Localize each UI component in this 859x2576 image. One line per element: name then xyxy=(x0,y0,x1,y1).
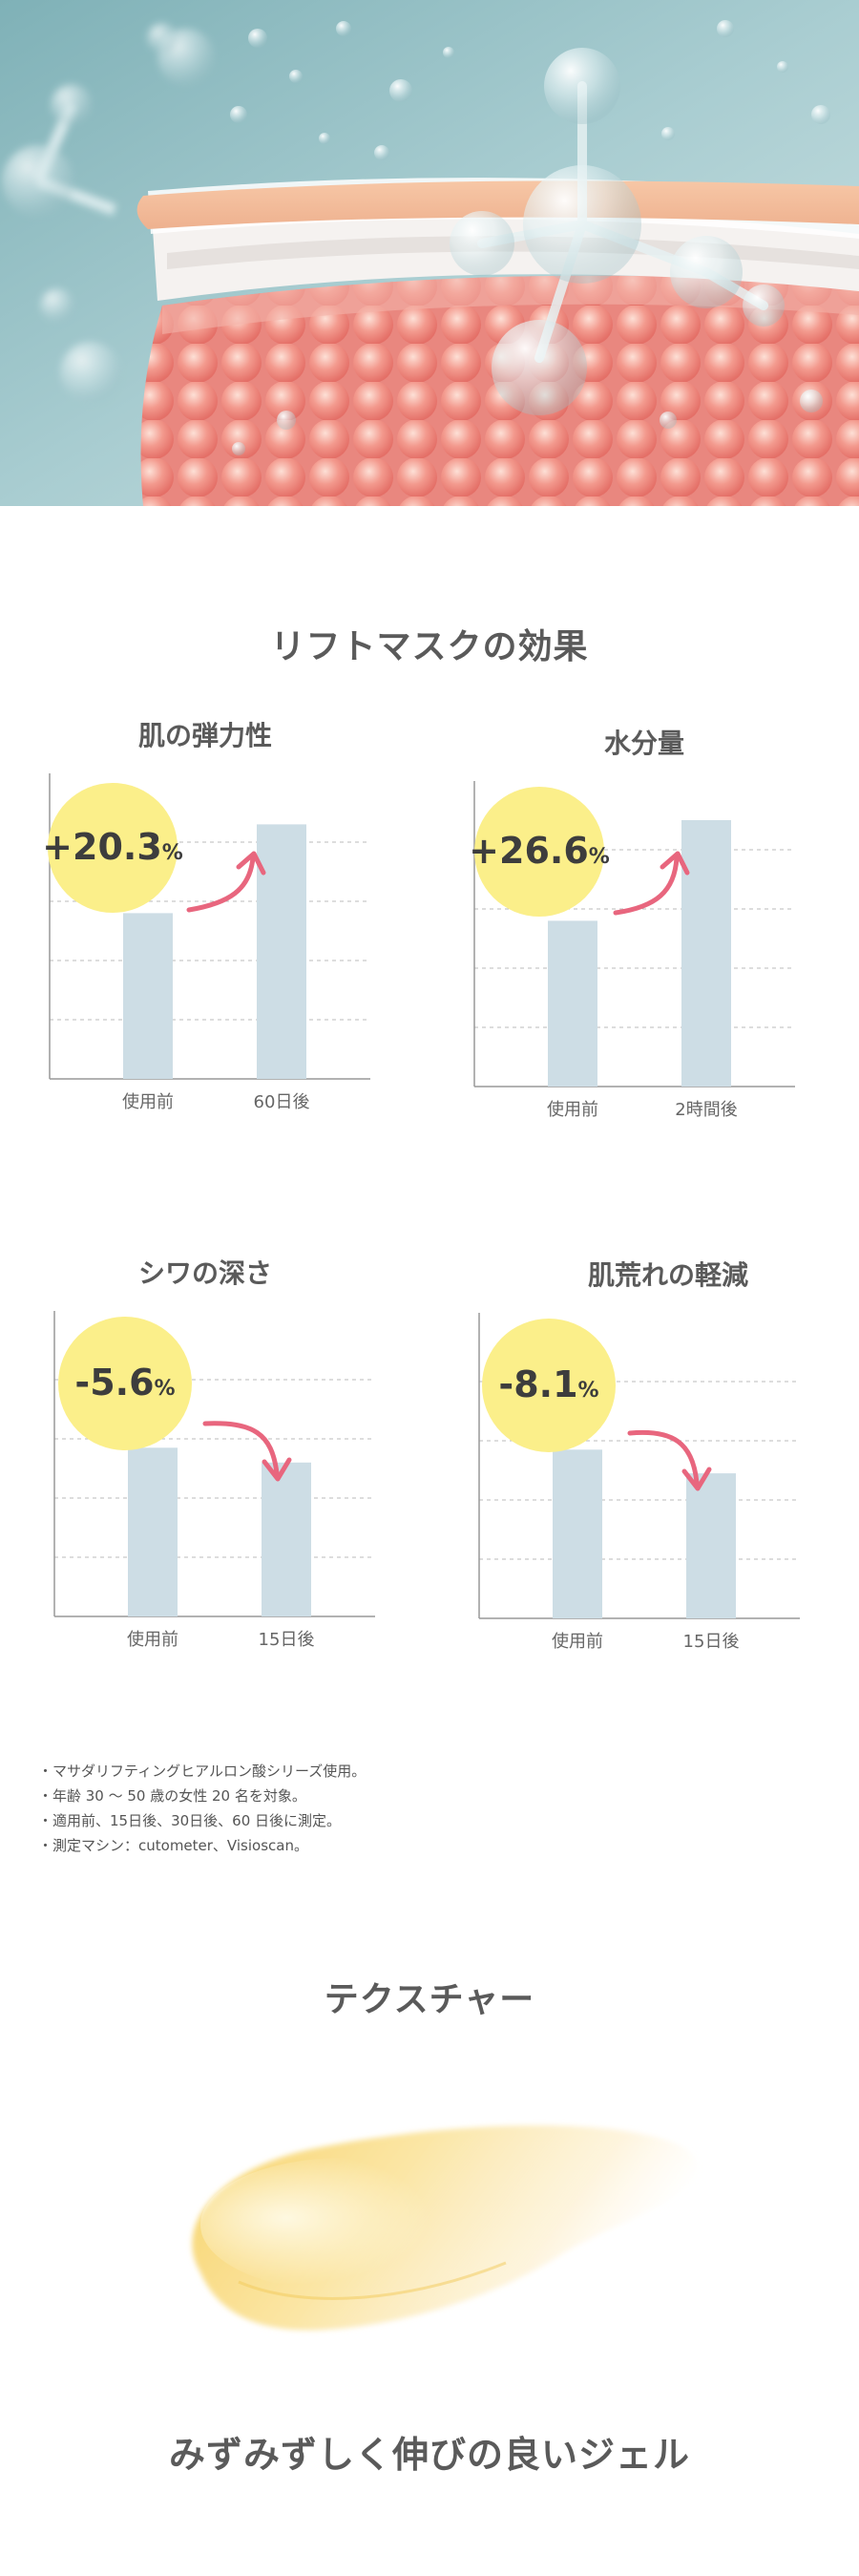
texture-section-title: テクスチャー xyxy=(324,1980,535,2019)
bar xyxy=(553,1449,602,1618)
effects-section-title: リフトマスクの効果 xyxy=(270,627,589,666)
chart-svg: 水分量 使用前 2時間後 +26.6% xyxy=(469,728,795,1120)
bar xyxy=(686,1473,736,1618)
chart-skin-elasticity: 肌の弾力性 使用前 60日後 +20.3% xyxy=(38,707,420,1155)
gel-texture-swatch xyxy=(192,2125,699,2331)
x-tick-label: 15日後 xyxy=(683,1632,740,1652)
change-arrow-icon xyxy=(202,1421,280,1476)
bar xyxy=(128,1447,178,1616)
chart-svg: 肌荒れの軽減 使用前 15日後 -8.1% xyxy=(478,1259,800,1652)
change-value: +20.3% xyxy=(42,826,183,868)
bar xyxy=(123,913,173,1079)
bar xyxy=(548,920,597,1087)
change-value: +26.6% xyxy=(469,830,610,872)
change-badge-circle xyxy=(474,787,604,917)
texture-tagline: みずみずしく伸びの良いジェル xyxy=(168,2434,690,2476)
x-tick-label: 2時間後 xyxy=(675,1100,737,1120)
chart-svg: シワの深さ 使用前 15日後 -5.6% xyxy=(53,1257,375,1650)
bar xyxy=(681,820,731,1087)
chart-moisture: 水分量 使用前 2時間後 +26.6% xyxy=(463,714,845,1163)
note-line: ・年齢 30 ～ 50 歳の女性 20 名を対象。 xyxy=(38,1787,306,1805)
change-badge: -8.1% xyxy=(482,1319,616,1452)
change-value: -5.6% xyxy=(74,1362,175,1404)
change-badge-circle xyxy=(482,1319,616,1452)
change-badge: +26.6% xyxy=(469,787,610,917)
change-arrowhead-icon xyxy=(262,1457,292,1482)
x-tick-label: 60日後 xyxy=(254,1092,310,1112)
change-badge-circle xyxy=(58,1317,192,1450)
change-arrowhead-icon xyxy=(236,851,266,876)
x-tick-label: 使用前 xyxy=(547,1100,598,1120)
chart-title: 肌荒れの軽減 xyxy=(588,1259,748,1291)
change-arrow-icon xyxy=(627,1429,700,1486)
change-badge: -5.6% xyxy=(58,1317,192,1450)
change-badge-circle xyxy=(48,783,178,913)
hero-illustration xyxy=(0,0,859,506)
x-tick-label: 使用前 xyxy=(122,1092,174,1112)
change-value: -8.1% xyxy=(498,1363,598,1405)
chart-title: 肌の弾力性 xyxy=(138,720,272,751)
chart-wrinkle-depth: シワの深さ 使用前 15日後 -5.6% xyxy=(43,1244,425,1693)
x-tick-label: 使用前 xyxy=(552,1632,603,1652)
note-line: ・マサダリフティングヒアルロン酸シリーズ使用。 xyxy=(38,1763,367,1780)
change-arrow-icon xyxy=(186,855,256,913)
chart-title: 水分量 xyxy=(604,728,684,759)
chart-skin-roughness: 肌荒れの軽減 使用前 15日後 -8.1% xyxy=(468,1246,849,1695)
x-tick-label: 使用前 xyxy=(127,1630,178,1650)
study-notes: ・マサダリフティングヒアルロン酸シリーズ使用。 ・年齢 30 ～ 50 歳の女性… xyxy=(38,1759,821,1858)
bar xyxy=(257,824,306,1079)
x-tick-label: 15日後 xyxy=(259,1630,315,1650)
change-arrowhead-icon xyxy=(660,851,690,876)
change-badge: +20.3% xyxy=(42,783,183,913)
note-line: ・測定マシン：cutometer、Visioscan。 xyxy=(38,1837,308,1854)
change-arrow-icon xyxy=(613,855,680,916)
bar xyxy=(262,1462,311,1616)
chart-title: シワの深さ xyxy=(138,1257,272,1289)
change-arrowhead-icon xyxy=(681,1467,712,1491)
chart-svg: 肌の弾力性 使用前 60日後 +20.3% xyxy=(42,720,370,1112)
note-line: ・適用前、15日後、30日後、60 日後に測定。 xyxy=(38,1812,342,1829)
